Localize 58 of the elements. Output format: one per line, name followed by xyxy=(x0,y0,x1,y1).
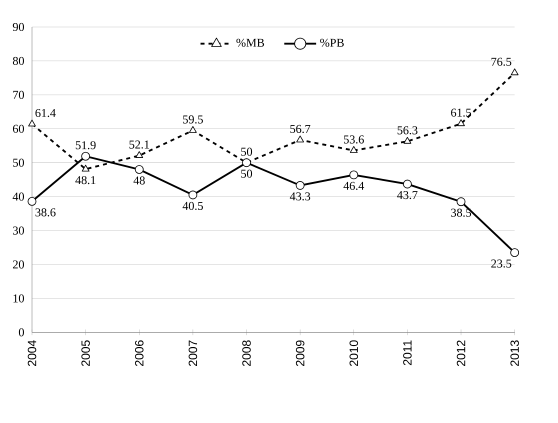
point xyxy=(510,68,519,76)
data-label: 52.1 xyxy=(129,140,150,149)
y-tick-label: 10 xyxy=(13,294,24,302)
x-tick-label: 2010 xyxy=(350,340,358,366)
data-label: 48 xyxy=(133,176,145,185)
data-label: 56.3 xyxy=(398,126,418,134)
y-tick-label: 0 xyxy=(18,328,24,336)
point xyxy=(457,119,465,126)
data-label: 46.4 xyxy=(344,182,364,190)
point xyxy=(28,196,36,206)
data-label: 61.4 xyxy=(35,108,56,118)
point xyxy=(296,136,304,142)
point xyxy=(296,181,305,190)
point xyxy=(135,151,144,158)
y-tick-label: 30 xyxy=(13,226,24,235)
data-label: 53.6 xyxy=(344,135,364,144)
point xyxy=(188,190,198,200)
data-label: 50 xyxy=(241,170,252,178)
data-label: 23.5 xyxy=(491,260,512,268)
data-label: 40.5 xyxy=(182,202,203,210)
point xyxy=(81,152,90,161)
point xyxy=(404,136,412,144)
x-tick-label: 2007 xyxy=(188,340,198,366)
point xyxy=(189,126,197,133)
x-tick-label: 2011 xyxy=(403,340,412,366)
y-tick-label: 90 xyxy=(12,22,24,32)
data-label: 56.7 xyxy=(290,124,310,134)
legend-label: %PB xyxy=(320,38,344,47)
data-label: 50 xyxy=(241,148,252,156)
point xyxy=(134,165,144,174)
data-label: 59.5 xyxy=(183,115,203,124)
point xyxy=(82,164,90,172)
data-label: 48.1 xyxy=(75,176,96,184)
y-tick-label: 20 xyxy=(12,260,24,269)
y-tick-label: 80 xyxy=(12,56,24,65)
y-tick-label: 70 xyxy=(13,90,24,99)
y-tick-label: 60 xyxy=(12,124,24,133)
x-tick-label: 2008 xyxy=(242,340,251,366)
x-tick-label: 2004 xyxy=(28,340,36,366)
data-label: 43.7 xyxy=(397,191,418,200)
point xyxy=(510,248,520,257)
x-tick-label: 2009 xyxy=(296,340,304,366)
data-label: 38.6 xyxy=(36,208,56,216)
legend-label: %MB xyxy=(236,38,264,47)
y-tick-label: 40 xyxy=(12,192,24,201)
point xyxy=(456,197,466,206)
x-tick-label: 2005 xyxy=(81,340,90,366)
x-tick-label: 2012 xyxy=(456,340,466,366)
data-label: 38.5 xyxy=(451,208,472,217)
point xyxy=(403,180,412,188)
data-label: 43.3 xyxy=(290,192,310,200)
y-tick-label: 50 xyxy=(13,158,24,167)
point xyxy=(350,146,358,153)
point xyxy=(349,170,358,180)
x-tick-label: 2013 xyxy=(510,340,519,366)
data-label: 51.9 xyxy=(76,141,96,150)
data-label: 76.5 xyxy=(492,58,512,66)
x-tick-label: 2006 xyxy=(135,340,144,366)
